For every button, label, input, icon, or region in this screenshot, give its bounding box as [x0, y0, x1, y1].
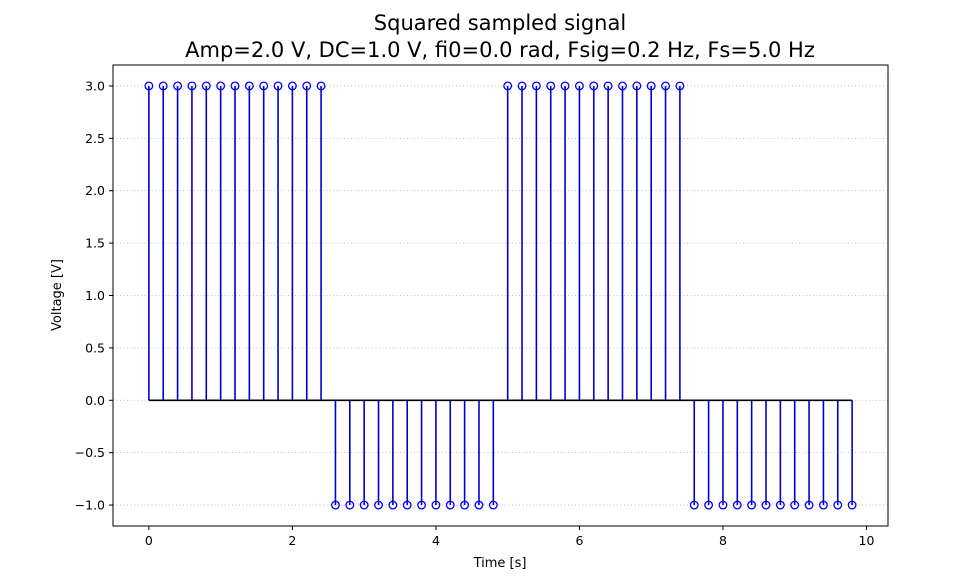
grid-lines [113, 85, 888, 506]
y-tick-label: 1.5 [85, 236, 105, 251]
chart-title: Squared sampled signal [374, 11, 626, 35]
x-tick-label: 8 [719, 533, 727, 548]
stem-marker [675, 81, 685, 91]
stem-marker [661, 81, 670, 91]
y-tick-label: 2.5 [85, 131, 105, 146]
y-axis-label: Voltage [V] [50, 259, 65, 331]
stem-marker [388, 500, 398, 510]
stem-marker [646, 81, 656, 91]
x-tick-label: 2 [288, 533, 296, 548]
stem-marker [818, 500, 828, 510]
stem-marker [173, 81, 183, 91]
x-tick-label: 6 [575, 533, 583, 548]
stem-marker [244, 81, 254, 91]
stem-marker [790, 500, 800, 510]
stem-marker [747, 500, 757, 510]
stem-marker [230, 81, 240, 91]
stem-marker [833, 500, 843, 510]
y-tick-label: 0.5 [85, 340, 105, 355]
stem-marker [589, 81, 599, 91]
y-tick-label: −0.5 [75, 445, 105, 460]
stem-marker [632, 81, 642, 91]
stem-marker [158, 81, 168, 91]
stem-marker [359, 500, 369, 510]
stems [148, 85, 853, 506]
stem-marker [560, 81, 570, 91]
stem-marker [431, 500, 441, 510]
x-tick-label: 0 [145, 533, 153, 548]
markers [144, 81, 857, 510]
stem-marker [216, 81, 226, 91]
stem-marker [488, 500, 498, 510]
stem-marker [345, 500, 355, 510]
stem-marker [574, 81, 584, 91]
stem-marker [331, 500, 340, 510]
stem-marker [302, 81, 312, 91]
chart-subtitle: Amp=2.0 V, DC=1.0 V, fi0=0.0 rad, Fsig=0… [185, 38, 815, 62]
stem-marker [417, 500, 427, 510]
y-tick-label: 3.0 [85, 78, 105, 93]
stem-marker [517, 81, 527, 91]
stem-marker [603, 81, 613, 91]
y-ticks: −1.0 −0.5 0.0 0.5 1.0 1.5 2.0 2.5 3.0 [75, 78, 113, 513]
stem-marker [732, 500, 742, 510]
stem-marker [531, 81, 541, 91]
stem-marker [259, 81, 269, 91]
stem-marker [187, 81, 197, 91]
stem-marker [618, 81, 627, 91]
y-tick-label: −1.0 [75, 498, 105, 513]
stem-marker [718, 500, 728, 510]
stem-marker [474, 500, 484, 510]
stem-marker [273, 81, 283, 91]
stem-marker [201, 81, 211, 91]
y-tick-label: 2.0 [85, 183, 105, 198]
stem-marker [287, 81, 297, 91]
x-tick-label: 4 [432, 533, 440, 548]
x-axis-label: Time [s] [473, 556, 527, 571]
stem-marker [546, 81, 556, 91]
stem-marker [144, 81, 154, 91]
y-tick-label: 1.0 [85, 288, 105, 303]
stem-marker [761, 500, 771, 510]
stem-marker [704, 500, 714, 510]
stem-marker [689, 500, 699, 510]
stem-marker [445, 500, 455, 510]
stem-marker [804, 500, 814, 510]
stem-marker [775, 500, 785, 510]
x-ticks: 0 2 4 6 8 10 [145, 526, 875, 548]
stem-marker [316, 81, 326, 91]
stem-marker [374, 500, 383, 510]
stem-marker [460, 500, 470, 510]
x-tick-label: 10 [859, 533, 875, 548]
stem-marker [847, 500, 857, 510]
stem-marker [402, 500, 412, 510]
stem-marker [503, 81, 513, 91]
y-tick-label: 0.0 [85, 393, 105, 408]
